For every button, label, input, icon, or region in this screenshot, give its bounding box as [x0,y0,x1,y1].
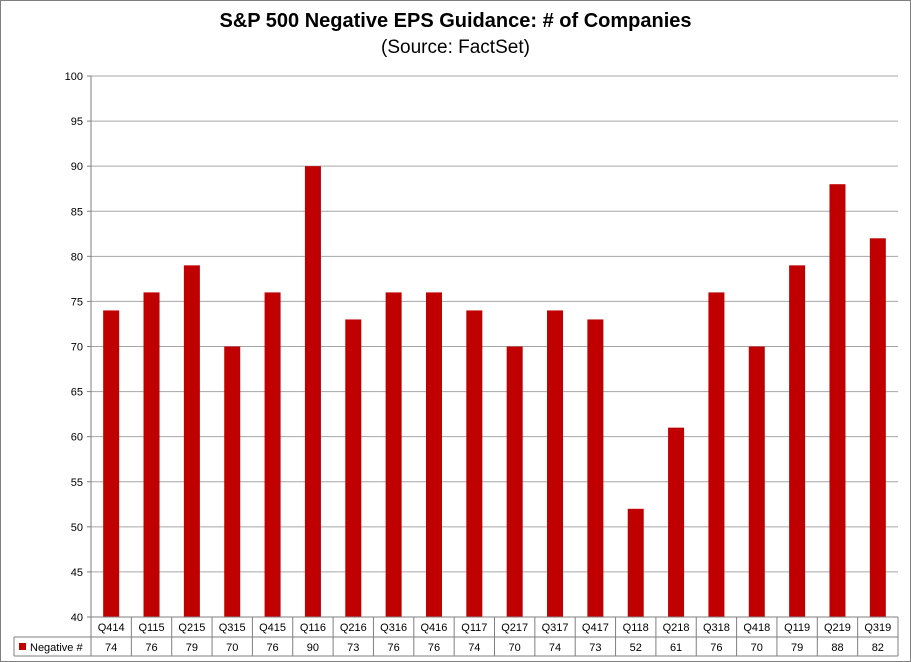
legend-label: Negative # [30,642,83,654]
data-label: 73 [347,642,359,654]
y-tick-label: 50 [71,522,83,534]
y-tick-label: 70 [71,342,83,354]
y-tick-label: 45 [71,567,83,579]
x-tick-label: Q315 [219,622,246,634]
x-tick-label: Q219 [824,622,851,634]
x-tick-label: Q415 [259,622,286,634]
bar-Q215 [183,265,200,617]
x-tick-label: Q316 [380,622,407,634]
bar-Q416 [425,292,442,617]
data-label: 76 [266,642,278,654]
bar-Q115 [143,292,160,617]
x-tick-label: Q119 [784,622,810,634]
x-tick-label: Q416 [421,622,448,634]
y-tick-label: 80 [71,251,83,263]
x-tick-label: Q414 [98,622,125,634]
bar-Q117 [466,310,483,617]
data-label: 74 [105,642,117,654]
bar-Q216 [345,319,362,617]
bars [103,166,886,618]
data-label: 74 [468,642,480,654]
x-tick-label: Q317 [542,622,569,634]
x-tick-label: Q118 [623,622,649,634]
data-label: 76 [710,642,722,654]
data-label: 61 [670,642,682,654]
x-tick-label: Q318 [703,622,730,634]
data-label: 70 [509,642,521,654]
data-label: 70 [751,642,763,654]
data-label: 74 [549,642,561,654]
data-label: 79 [186,642,198,654]
data-label: 70 [226,642,238,654]
x-tick-label: Q117 [461,622,487,634]
y-tick-label: 65 [71,387,83,399]
bar-Q415 [264,292,281,617]
x-tick-label: Q217 [501,622,528,634]
bar-Q317 [547,310,564,617]
x-tick-label: Q116 [300,622,326,634]
bar-Q418 [748,346,765,617]
y-tick-label: 60 [71,432,83,444]
y-tick-label: 40 [71,612,83,624]
y-tick-label: 100 [65,71,83,83]
x-tick-label: Q216 [340,622,367,634]
x-tick-label: Q418 [743,622,770,634]
chart-subtitle: (Source: FactSet) [381,37,530,58]
bar-Q217 [506,346,523,617]
x-tick-label: Q417 [582,622,609,634]
bar-Q219 [829,184,846,617]
chart-title: S&P 500 Negative EPS Guidance: # of Comp… [219,10,692,32]
data-label: 90 [307,642,319,654]
bar-Q318 [708,292,725,617]
data-label: 76 [145,642,157,654]
gridlines [91,75,898,573]
y-tick-label: 95 [71,116,83,128]
data-label: 76 [388,642,400,654]
legend-swatch [19,643,26,650]
data-label: 52 [630,642,642,654]
bar-Q414 [103,310,120,617]
x-tick-label: Q319 [864,622,891,634]
bar-Q315 [224,346,241,617]
x-tick-label: Q115 [138,622,164,634]
data-label: 88 [831,642,843,654]
bar-Q316 [385,292,402,617]
x-tick-label: Q218 [663,622,690,634]
data-label: 73 [589,642,601,654]
bar-Q319 [869,238,886,618]
data-label: 76 [428,642,440,654]
data-label: 79 [791,642,803,654]
y-tick-label: 55 [71,477,83,489]
y-tick-label: 90 [71,161,83,173]
data-table: Q414 74 Q115 76 Q215 79 Q315 70 Q415 76 Q116 90 Q216… [13,616,899,657]
data-label: 82 [872,642,884,654]
bar-Q118 [627,508,644,617]
bar-Q116 [304,166,321,617]
bar-Q119 [789,265,806,617]
bar-Q218 [668,427,685,617]
bar-Q417 [587,319,604,617]
y-tick-label: 85 [71,206,83,218]
y-tick-label: 75 [71,296,83,308]
x-tick-label: Q215 [178,622,205,634]
